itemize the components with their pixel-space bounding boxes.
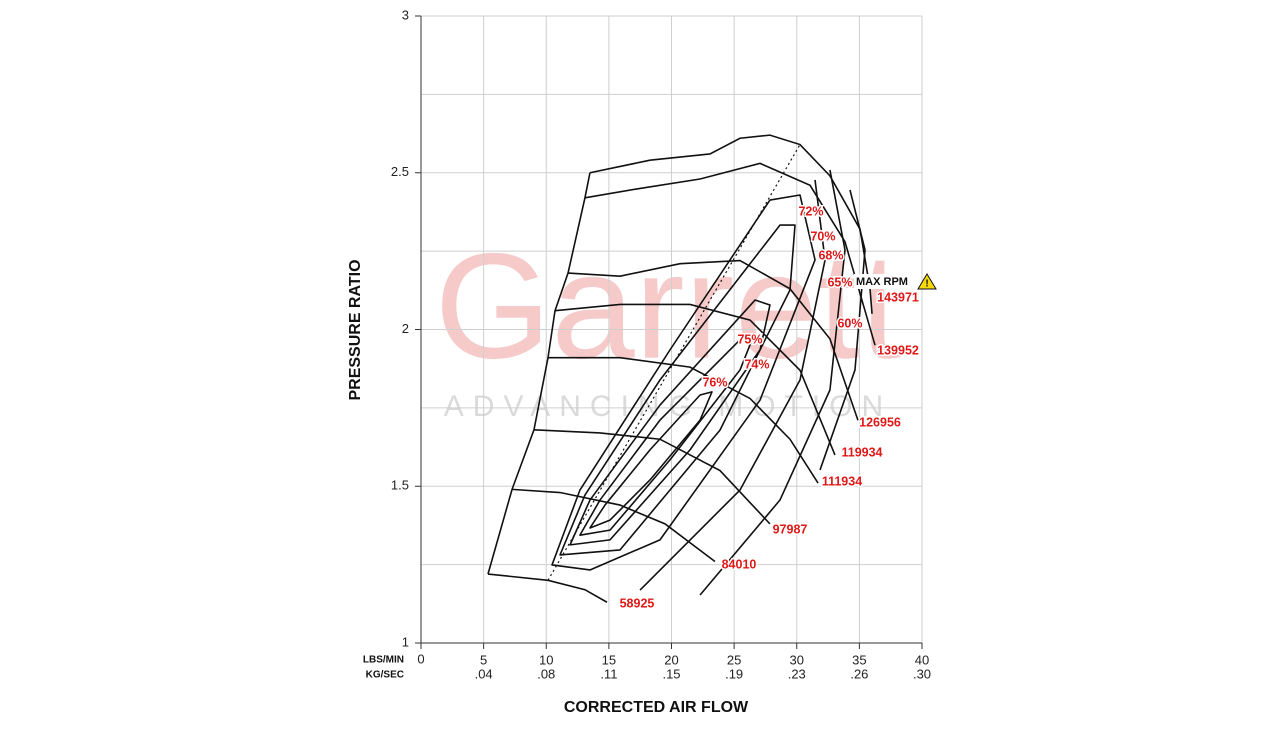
surge-line bbox=[487, 172, 591, 575]
speed-line bbox=[584, 162, 876, 346]
y-tick-label: 2.5 bbox=[391, 164, 409, 179]
efficiency-contour bbox=[559, 224, 796, 556]
x2-tick-label: .04 bbox=[475, 666, 493, 681]
x2-tick-label: .30 bbox=[913, 666, 931, 681]
max-rpm-box bbox=[854, 274, 918, 289]
efficiency-label: 68% bbox=[818, 248, 843, 262]
speed-label: 111934 bbox=[822, 474, 862, 488]
speed-line bbox=[554, 303, 836, 456]
x2-tick-label: .23 bbox=[788, 666, 806, 681]
warning-icon bbox=[917, 273, 937, 290]
x2-tick-label: .19 bbox=[725, 666, 743, 681]
speed-line bbox=[567, 259, 859, 421]
x-tick-label: 10 bbox=[539, 652, 553, 667]
x-axis-title: CORRECTED AIR FLOW bbox=[564, 699, 749, 716]
x-tick-label: 35 bbox=[852, 652, 866, 667]
efficiency-contour bbox=[551, 194, 816, 571]
x-tick-label: 40 bbox=[915, 652, 929, 667]
warning-mark: ! bbox=[925, 279, 928, 290]
speed-label: 126956 bbox=[859, 415, 901, 429]
x-tick-label: 5 bbox=[480, 652, 487, 667]
x-tick-label: 30 bbox=[790, 652, 804, 667]
y-tick-label: 1.5 bbox=[391, 478, 409, 493]
y-tick-label: 1 bbox=[402, 634, 409, 649]
efficiency-label: 76% bbox=[702, 375, 727, 389]
efficiency-label: 72% bbox=[798, 204, 823, 218]
x2-tick-label: .26 bbox=[850, 666, 868, 681]
watermark-subtitle: ADVANCING MOTION bbox=[444, 390, 892, 423]
speed-label: 143971 bbox=[877, 290, 919, 304]
speed-label: 119934 bbox=[841, 445, 882, 459]
x2-row-label: KG/SEC bbox=[366, 670, 404, 681]
efficiency-contour bbox=[579, 339, 753, 536]
speed-label: 84010 bbox=[722, 557, 757, 571]
efficiency-contour bbox=[569, 299, 771, 546]
efficiency-label: 74% bbox=[744, 357, 769, 371]
speed-line bbox=[533, 429, 771, 525]
speed-line bbox=[548, 356, 819, 484]
x2-tick-label: .11 bbox=[600, 666, 617, 681]
speed-label: 58925 bbox=[620, 596, 655, 610]
x-tick-label: 20 bbox=[664, 652, 678, 667]
max-rpm-label: MAX RPM bbox=[856, 276, 908, 288]
efficiency-label: 60% bbox=[837, 316, 862, 330]
efficiency-label: 75% bbox=[737, 332, 762, 346]
x-tick-label: 0 bbox=[417, 651, 424, 666]
efficiency-label: 65% bbox=[827, 275, 852, 289]
speed-line bbox=[512, 488, 716, 563]
y-tick-label: 2 bbox=[402, 321, 409, 336]
efficiency-label: 70% bbox=[810, 229, 835, 243]
plot-area bbox=[415, 15, 923, 649]
y-tick-label: 3 bbox=[402, 7, 409, 22]
x2-tick-label: .15 bbox=[662, 666, 680, 681]
efficiency-contour bbox=[699, 169, 846, 596]
efficiency-contour bbox=[819, 189, 866, 471]
x-tick-label: 15 bbox=[602, 652, 616, 667]
speed-label: 139952 bbox=[877, 343, 919, 357]
efficiency-contour bbox=[639, 179, 826, 591]
speed-label: 97987 bbox=[773, 522, 808, 536]
x-row-label: LBS/MIN bbox=[363, 655, 404, 666]
x2-tick-label: .08 bbox=[537, 666, 555, 681]
speed-line bbox=[589, 134, 873, 314]
x-tick-label: 25 bbox=[727, 652, 741, 667]
y-axis-title: PRESSURE RATIO bbox=[347, 259, 364, 400]
speed-line bbox=[487, 573, 608, 603]
max-rpm-annotation: MAX RPM ! bbox=[854, 273, 937, 290]
